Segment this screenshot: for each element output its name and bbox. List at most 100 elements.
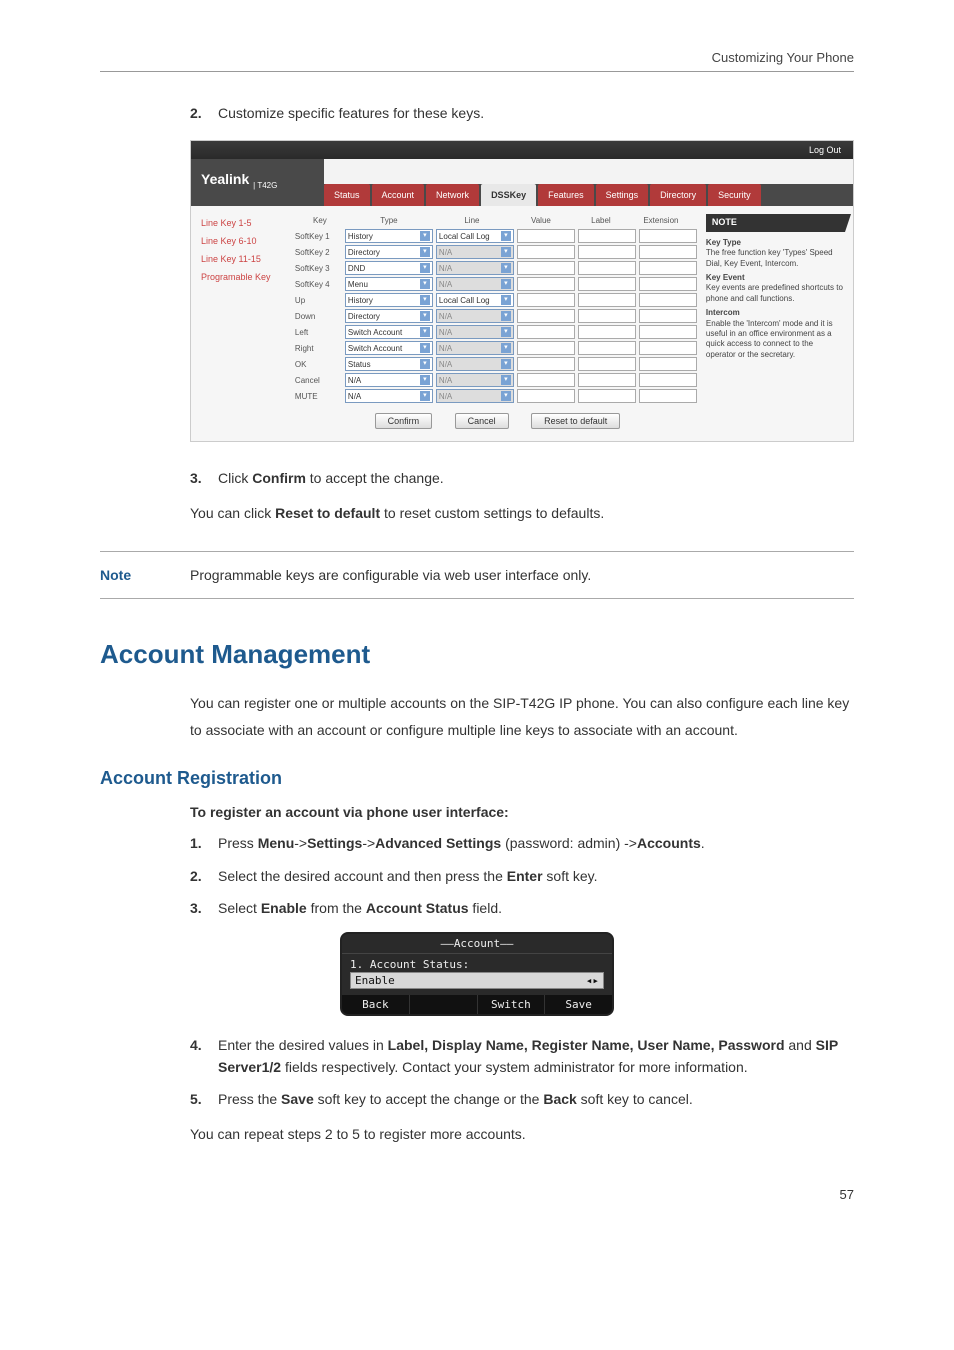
label-input[interactable]	[578, 309, 636, 323]
step-number: 2.	[190, 865, 218, 887]
step-number: 5.	[190, 1088, 218, 1110]
lcd-field-value[interactable]: Enable ◂▸	[350, 972, 604, 989]
softkey-back[interactable]: Back	[342, 995, 410, 1014]
type-select[interactable]: N/A▾	[345, 373, 433, 387]
extension-input[interactable]	[639, 325, 697, 339]
label-input[interactable]	[578, 373, 636, 387]
value-input[interactable]	[517, 293, 575, 307]
softkey-save[interactable]: Save	[545, 995, 612, 1014]
extension-input[interactable]	[639, 277, 697, 291]
type-select[interactable]: Directory▾	[345, 245, 433, 259]
reg-step-2: 2. Select the desired account and then p…	[190, 865, 854, 887]
row-key: SoftKey 3	[295, 264, 345, 273]
tab-directory[interactable]: Directory	[650, 184, 706, 206]
reg-step-4: 4. Enter the desired values in Label, Di…	[190, 1034, 854, 1079]
label-input[interactable]	[578, 245, 636, 259]
line-select[interactable]: Local Call Log▾	[436, 229, 514, 243]
logout-link[interactable]: Log Out	[191, 141, 853, 159]
extension-input[interactable]	[639, 293, 697, 307]
value-input[interactable]	[517, 373, 575, 387]
label-input[interactable]	[578, 389, 636, 403]
extension-input[interactable]	[639, 229, 697, 243]
keytype-body: The free function key 'Types' Speed Dial…	[706, 248, 833, 267]
label-input[interactable]	[578, 261, 636, 275]
keytype-heading: Key Type	[706, 238, 845, 248]
reset-hint: You can click Reset to default to reset …	[190, 500, 854, 527]
line-select: N/A▾	[436, 389, 514, 403]
col-extension: Extension	[631, 216, 691, 225]
keyevent-heading: Key Event	[706, 273, 845, 283]
cancel-button[interactable]: Cancel	[455, 413, 509, 429]
extension-input[interactable]	[639, 341, 697, 355]
main-tabs: Status Account Network DSSKey Features S…	[324, 184, 853, 206]
extension-input[interactable]	[639, 309, 697, 323]
step-text: Select Enable from the Account Status fi…	[218, 897, 854, 919]
note-label: Note	[100, 567, 190, 583]
type-select[interactable]: DND▾	[345, 261, 433, 275]
reset-button[interactable]: Reset to default	[531, 413, 620, 429]
label-input[interactable]	[578, 341, 636, 355]
row-key: Cancel	[295, 376, 345, 385]
sidenav-linekey-11-15[interactable]: Line Key 11-15	[199, 250, 295, 268]
label-input[interactable]	[578, 325, 636, 339]
lcd-field-label: 1. Account Status:	[350, 958, 604, 971]
label-input[interactable]	[578, 293, 636, 307]
col-type: Type	[345, 216, 433, 225]
step-text: Customize specific features for these ke…	[218, 102, 854, 124]
section-account-management: Account Management	[100, 639, 854, 670]
type-select[interactable]: Directory▾	[345, 309, 433, 323]
step-number: 3.	[190, 467, 218, 489]
sidenav-linekey-6-10[interactable]: Line Key 6-10	[199, 232, 295, 250]
tab-settings[interactable]: Settings	[596, 184, 649, 206]
softkey-blank	[410, 995, 478, 1014]
intercom-body: Enable the 'Intercom' mode and it is use…	[706, 319, 833, 359]
sidenav-linekey-1-5[interactable]: Line Key 1-5	[199, 214, 295, 232]
confirm-button[interactable]: Confirm	[375, 413, 433, 429]
value-input[interactable]	[517, 309, 575, 323]
label-input[interactable]	[578, 357, 636, 371]
value-input[interactable]	[517, 357, 575, 371]
reg-step-1: 1. Press Menu->Settings->Advanced Settin…	[190, 832, 854, 854]
lcd-arrows-icon[interactable]: ◂▸	[586, 974, 599, 987]
row-key: SoftKey 2	[295, 248, 345, 257]
value-input[interactable]	[517, 325, 575, 339]
step-3: 3. Click Confirm to accept the change.	[190, 467, 854, 489]
extension-input[interactable]	[639, 245, 697, 259]
tab-account[interactable]: Account	[372, 184, 425, 206]
label-input[interactable]	[578, 277, 636, 291]
value-input[interactable]	[517, 245, 575, 259]
line-select: N/A▾	[436, 341, 514, 355]
type-select[interactable]: Status▾	[345, 357, 433, 371]
note-text: Programmable keys are configurable via w…	[190, 567, 854, 583]
tab-network[interactable]: Network	[426, 184, 479, 206]
yealink-web-ui-screenshot: Log Out Yealink | T42G Status Account Ne…	[190, 140, 854, 442]
tab-status[interactable]: Status	[324, 184, 370, 206]
type-select[interactable]: History▾	[345, 229, 433, 243]
type-select[interactable]: Menu▾	[345, 277, 433, 291]
line-select[interactable]: Local Call Log▾	[436, 293, 514, 307]
value-input[interactable]	[517, 389, 575, 403]
type-select[interactable]: Switch Account▾	[345, 341, 433, 355]
softkey-switch[interactable]: Switch	[478, 995, 546, 1014]
value-input[interactable]	[517, 341, 575, 355]
value-input[interactable]	[517, 261, 575, 275]
value-input[interactable]	[517, 229, 575, 243]
value-input[interactable]	[517, 277, 575, 291]
table-row: MUTEN/A▾N/A▾	[295, 389, 700, 403]
sidenav-programmable-key[interactable]: Programable Key	[199, 268, 295, 286]
label-input[interactable]	[578, 229, 636, 243]
extension-input[interactable]	[639, 357, 697, 371]
extension-input[interactable]	[639, 261, 697, 275]
type-select[interactable]: Switch Account▾	[345, 325, 433, 339]
step-text: Click Confirm to accept the change.	[218, 467, 854, 489]
step-text: Press the Save soft key to accept the ch…	[218, 1088, 854, 1110]
register-heading: To register an account via phone user in…	[190, 804, 854, 820]
table-row: SoftKey 2Directory▾N/A▾	[295, 245, 700, 259]
type-select[interactable]: N/A▾	[345, 389, 433, 403]
extension-input[interactable]	[639, 373, 697, 387]
tab-dsskey[interactable]: DSSKey	[481, 184, 536, 206]
extension-input[interactable]	[639, 389, 697, 403]
tab-security[interactable]: Security	[708, 184, 761, 206]
tab-features[interactable]: Features	[538, 184, 594, 206]
type-select[interactable]: History▾	[345, 293, 433, 307]
